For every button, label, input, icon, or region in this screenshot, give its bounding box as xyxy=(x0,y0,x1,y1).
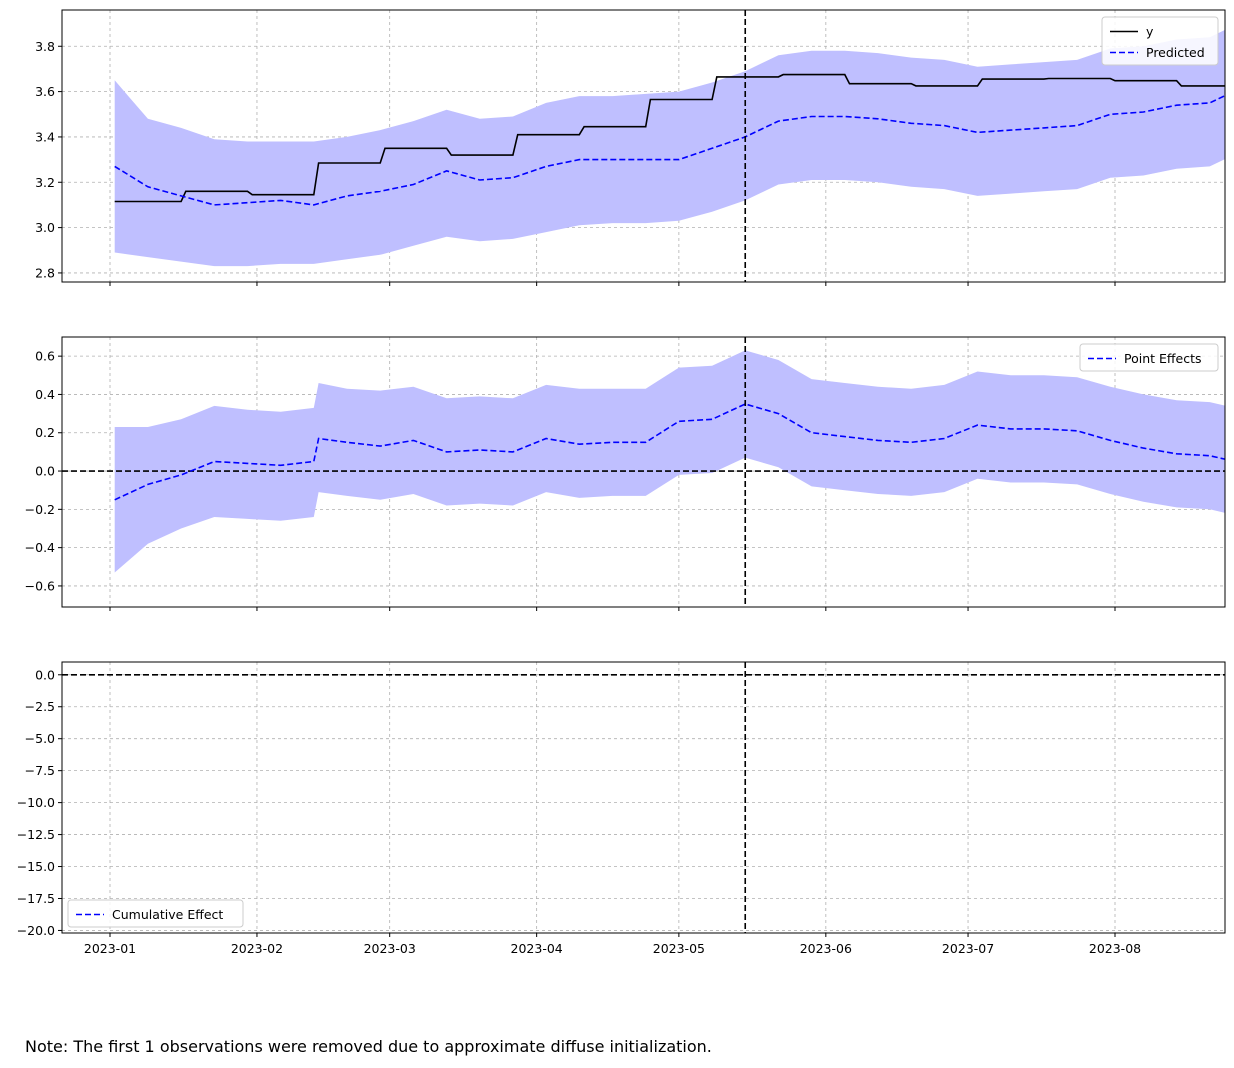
legend-label: Cumulative Effect xyxy=(112,907,223,922)
x-tick-label: 2023-05 xyxy=(653,941,705,956)
y-tick-label: −20.0 xyxy=(17,923,55,938)
y-tick-label: −0.6 xyxy=(25,578,55,593)
y-tick-label: −0.4 xyxy=(25,540,55,555)
legend: Point Effects xyxy=(1079,343,1219,372)
confidence-band xyxy=(114,350,1225,573)
y-tick-label: 3.0 xyxy=(35,220,55,235)
y-tick-label: 3.2 xyxy=(35,175,55,190)
panel-pointwise: −0.6 −0.4 −0.2 0.0 0.2 0.4 0.6 Point Effects xyxy=(25,336,1226,611)
y-tick-label: −10.0 xyxy=(17,795,55,810)
legend: Cumulative Effect xyxy=(67,899,244,928)
axes-frame xyxy=(61,336,1226,608)
legend-label: Point Effects xyxy=(1124,351,1202,366)
y-tick-label: −7.5 xyxy=(25,763,55,778)
y-tick-label: 3.4 xyxy=(35,129,55,144)
y-tick-label: 0.4 xyxy=(35,387,55,402)
legend-box xyxy=(1079,343,1219,372)
y-tick-label: 0.0 xyxy=(35,464,55,479)
series-line-point-effects xyxy=(114,403,1225,501)
y-tick-label: 0.0 xyxy=(35,667,55,682)
x-tick-label: 2023-08 xyxy=(1089,941,1141,956)
panel-cumulative: −20.0 −17.5 −15.0 −12.5 −10.0 −7.5 −5.0 −2.5 0.0… xyxy=(17,661,1226,956)
y-tick-label: −17.5 xyxy=(17,891,55,906)
y-tick-label: 0.6 xyxy=(35,349,55,364)
y-tick-label: 0.2 xyxy=(35,425,55,440)
legend-label: y xyxy=(1146,24,1154,39)
series-line-predicted xyxy=(114,94,1225,206)
legend: y Predicted xyxy=(1101,16,1219,66)
confidence-band xyxy=(114,29,1225,267)
axes-frame xyxy=(61,9,1226,283)
y-tick-label: −5.0 xyxy=(25,731,55,746)
plot-area xyxy=(62,673,1225,676)
x-tick-label: 2023-02 xyxy=(231,941,283,956)
x-tick-label: 2023-07 xyxy=(942,941,994,956)
axes-frame xyxy=(61,661,1226,934)
y-tick-label: −2.5 xyxy=(25,699,55,714)
y-tick-label: −15.0 xyxy=(17,859,55,874)
legend-label: Predicted xyxy=(1146,45,1205,60)
y-tick-label: −12.5 xyxy=(17,827,55,842)
series-line-y xyxy=(114,73,1225,203)
x-tick-label: 2023-03 xyxy=(364,941,416,956)
plot-area xyxy=(62,350,1225,573)
y-tick-label: 3.8 xyxy=(35,39,55,54)
legend-box xyxy=(67,899,244,928)
x-tick-label: 2023-01 xyxy=(84,941,136,956)
footnote-text: Note: The first 1 observations were remo… xyxy=(25,1037,712,1056)
y-tick-label: 3.6 xyxy=(35,84,55,99)
plot-area xyxy=(114,29,1225,267)
x-tick-label: 2023-06 xyxy=(800,941,852,956)
x-tick-label: 2023-04 xyxy=(511,941,563,956)
y-tick-label: −0.2 xyxy=(25,502,55,517)
y-tick-label: 2.8 xyxy=(35,265,55,280)
panel-original: 2.8 3.0 3.2 3.4 3.6 3.8 y Predicted xyxy=(35,9,1226,286)
